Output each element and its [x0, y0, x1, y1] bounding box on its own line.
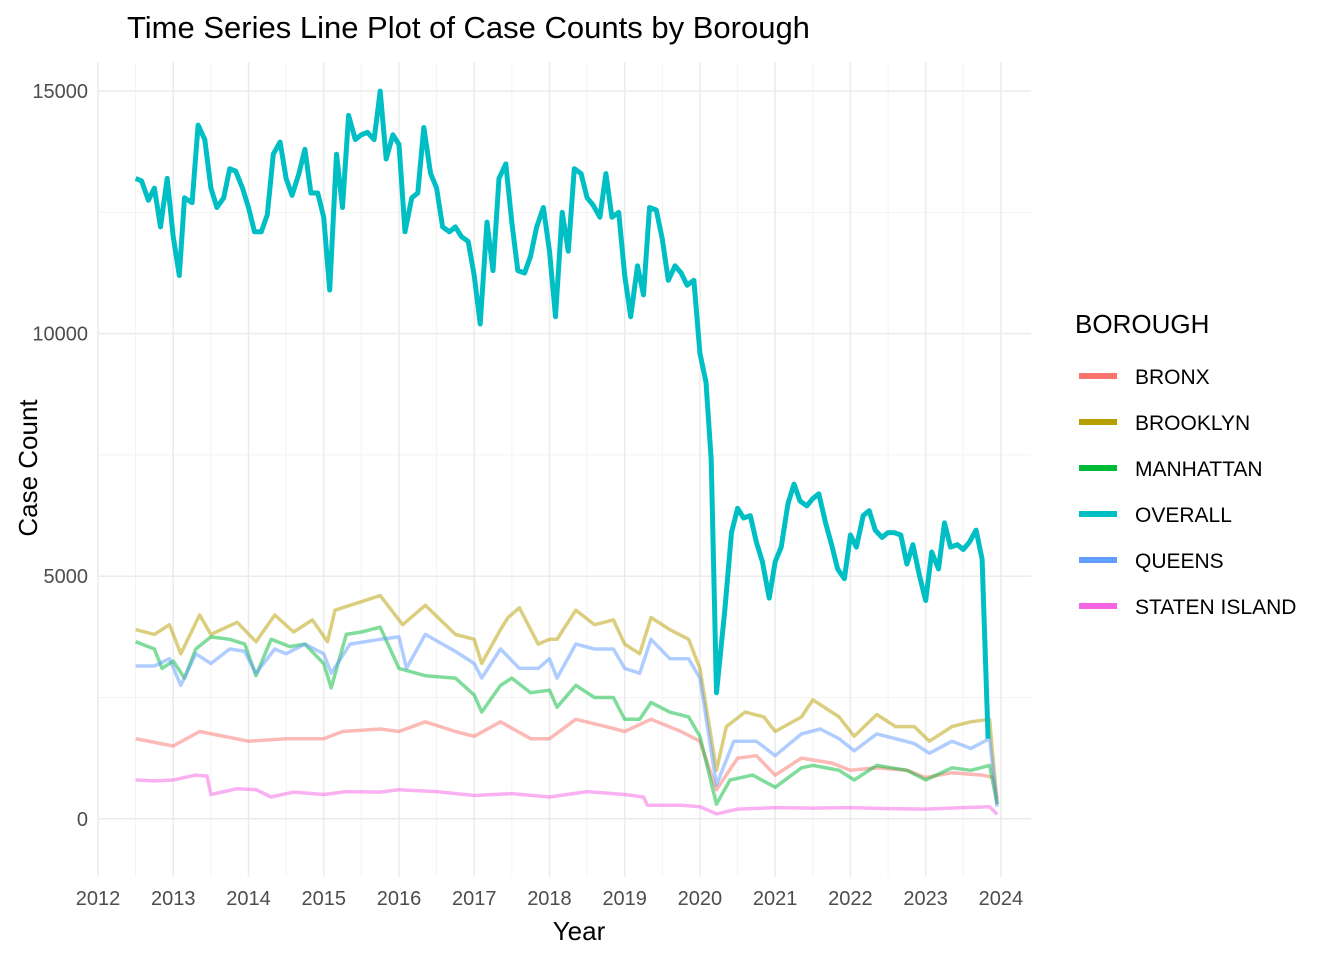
x-tick-label: 2023 — [903, 888, 948, 910]
x-axis-title: Year — [553, 916, 606, 946]
chart-title: Time Series Line Plot of Case Counts by … — [127, 10, 810, 45]
series-line-brooklyn — [135, 593, 999, 805]
x-tick-labels: 2012 2013 2014 2015 2016 2017 2018 2019 2020 2021… — [76, 888, 1023, 910]
series-line-queens — [135, 632, 999, 807]
x-tick-label: 2021 — [753, 888, 798, 910]
series-line-bronx — [135, 717, 999, 800]
series-lines — [134, 88, 999, 816]
series-line-manhattan — [134, 625, 999, 806]
series-line-overall — [134, 88, 991, 739]
legend-label: MANHATTAN — [1135, 458, 1263, 481]
x-tick-label: 2017 — [452, 888, 497, 910]
x-tick-label: 2015 — [301, 888, 346, 910]
x-tick-label: 2013 — [151, 888, 196, 910]
legend-label: BROOKLYN — [1135, 412, 1250, 435]
x-tick-label: 2022 — [828, 888, 873, 910]
legend-label: BRONX — [1135, 366, 1210, 389]
legend: BOROUGH BRONX BROOKLYN MANHATTAN OVERALL QUE… — [1075, 309, 1296, 619]
x-tick-label: 2019 — [602, 888, 647, 910]
y-tick-label: 10000 — [32, 324, 88, 346]
y-axis-title: Case Count — [13, 399, 43, 537]
legend-label: QUEENS — [1135, 550, 1224, 573]
x-tick-label: 2014 — [226, 888, 271, 910]
y-tick-label: 5000 — [44, 566, 89, 588]
legend-label: STATEN ISLAND — [1135, 596, 1296, 619]
x-tick-label: 2018 — [527, 888, 572, 910]
legend-label: OVERALL — [1135, 504, 1232, 527]
grid-lines — [97, 62, 1031, 877]
x-tick-label: 2012 — [76, 888, 121, 910]
series-line-staten-island — [135, 773, 999, 816]
x-tick-label: 2020 — [678, 888, 723, 910]
y-tick-label: 15000 — [32, 81, 88, 103]
x-tick-label: 2024 — [979, 888, 1024, 910]
legend-title: BOROUGH — [1075, 309, 1209, 339]
y-tick-labels: 0 5000 10000 15000 — [32, 81, 88, 831]
y-tick-label: 0 — [77, 809, 88, 831]
x-tick-label: 2016 — [377, 888, 422, 910]
